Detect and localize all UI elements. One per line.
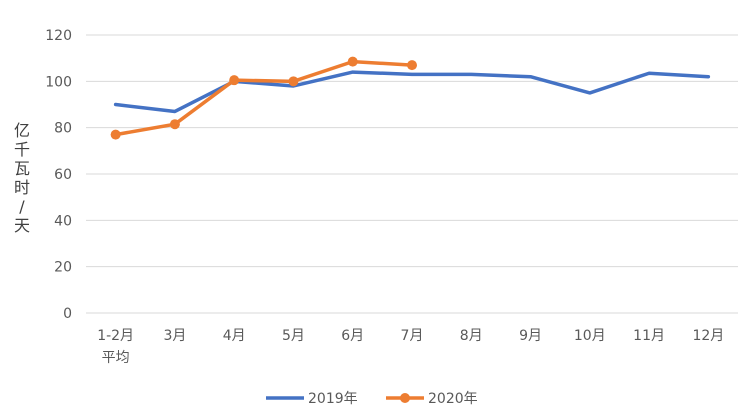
x-tick-label: 6月: [341, 328, 364, 344]
legend: 2019年 2020年: [266, 391, 478, 407]
data-point: [288, 76, 299, 87]
x-tick-label: 10月: [574, 328, 606, 344]
y-axis-label: 亿千瓦时/天: [14, 121, 30, 235]
x-tick-label: 7月: [401, 328, 424, 344]
y-tick-label: 100: [45, 74, 72, 90]
x-tick-label: 5月: [282, 328, 305, 344]
x-tick-label: 12月: [692, 328, 724, 344]
legend-label: 2020年: [428, 391, 478, 407]
x-tick-label: 11月: [633, 328, 665, 344]
y-tick-label: 60: [54, 167, 72, 183]
x-tick-label: 1-2月平均: [97, 328, 134, 366]
x-tick-label: 3月: [163, 328, 186, 344]
y-tick-label: 40: [54, 213, 72, 229]
series-line: [113, 59, 414, 137]
x-tick-label: 9月: [519, 328, 542, 344]
data-point: [347, 56, 358, 67]
y-tick-label: 20: [54, 260, 72, 276]
series-1: [110, 56, 417, 140]
data-point: [110, 129, 121, 140]
series-0: [113, 70, 711, 114]
x-axis-tick-labels: 1-2月平均 3月 4月 5月 6月 7月 8月 9月 10月 11月 12月: [97, 328, 724, 366]
legend-item: 2019年: [266, 391, 358, 407]
y-axis-tick-labels: 0 20 40 60 80 100 120: [45, 28, 72, 322]
legend-item: 2020年: [386, 391, 478, 407]
legend-label: 2019年: [308, 391, 358, 407]
data-point: [407, 60, 417, 71]
x-tick-label: 8月: [460, 328, 483, 344]
y-tick-label: 80: [54, 121, 72, 137]
series-lines: [110, 56, 711, 140]
gridlines: [86, 34, 738, 314]
legend-marker: [400, 393, 410, 403]
series-line: [113, 70, 711, 114]
y-tick-label: 120: [45, 28, 72, 44]
data-point: [229, 75, 240, 86]
data-point: [169, 119, 180, 130]
x-tick-label: 4月: [223, 328, 246, 344]
y-tick-label: 0: [63, 306, 72, 322]
